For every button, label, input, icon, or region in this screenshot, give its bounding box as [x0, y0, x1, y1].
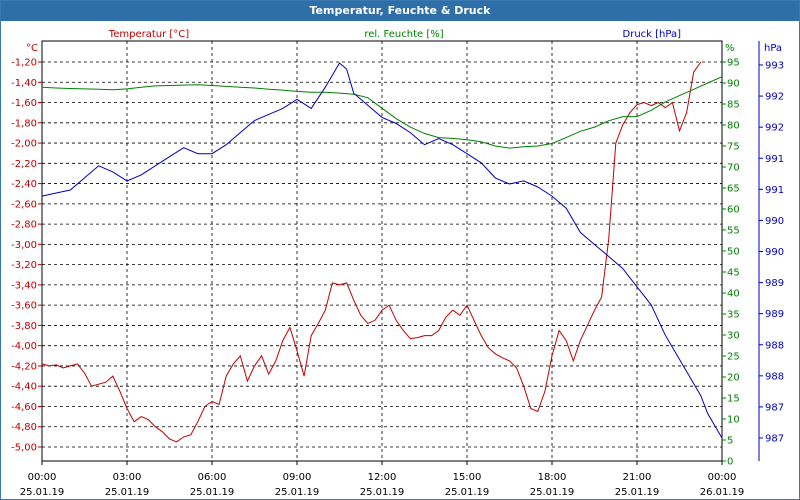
- humidity-tick-label: 15: [727, 394, 740, 405]
- x-tick-date: 25.01.19: [20, 487, 65, 498]
- humidity-tick-label: 90: [727, 79, 740, 90]
- left-tick-label: -2,20: [11, 159, 37, 170]
- x-tick-time: 21:00: [623, 472, 652, 483]
- right1-axis-unit: %: [725, 43, 735, 54]
- humidity-tick-label: 65: [727, 184, 740, 195]
- left-tick-label: -2,00: [11, 139, 37, 150]
- left-tick-label: -4,20: [11, 361, 37, 372]
- humidity-tick-label: 70: [727, 163, 740, 174]
- humidity-tick-label: 60: [727, 205, 740, 216]
- left-axis-ticks: -1,20 -1,40 -1,60 -1,80 -2,00 -2,20 -2,40 -2,60…: [11, 58, 42, 454]
- humidity-tick-label: 10: [727, 415, 740, 426]
- x-tick-date: 25.01.19: [190, 487, 235, 498]
- x-tick-date: 25.01.19: [105, 487, 150, 498]
- x-tick-date: 25.01.19: [445, 487, 490, 498]
- x-tick-date: 25.01.19: [530, 487, 575, 498]
- pressure-tick-label: 991: [765, 154, 784, 165]
- right2-axis-unit: hPa: [764, 43, 782, 54]
- humidity-tick-label: 95: [727, 58, 740, 69]
- left-tick-label: -2,60: [11, 199, 37, 210]
- left-tick-label: -1,40: [11, 78, 37, 89]
- left-tick-label: -1,60: [11, 98, 37, 109]
- pressure-tick-label: 991: [765, 185, 784, 196]
- humidity-tick-label: 5: [727, 436, 733, 447]
- x-tick-time: 00:00: [28, 472, 57, 483]
- humidity-tick-label: 40: [727, 289, 740, 300]
- temperature-line: [41, 61, 702, 443]
- pressure-tick-label: 987: [765, 434, 784, 445]
- humidity-tick-label: 35: [727, 310, 740, 321]
- window-title: Temperatur, Feuchte & Druck: [1, 1, 799, 21]
- pressure-legend: Druck [hPa]: [623, 29, 682, 40]
- humidity-tick-label: 0: [727, 457, 733, 468]
- left-tick-label: -3,00: [11, 240, 37, 251]
- left-tick-label: -3,80: [11, 321, 37, 332]
- left-tick-label: -3,20: [11, 260, 37, 271]
- x-axis-ticks: 00:00 25.01.19 03:00 25.01.19 06:00 25.01.19 0…: [20, 461, 745, 498]
- left-tick-label: -4,40: [11, 382, 37, 393]
- left-tick-label: -4,60: [11, 402, 37, 413]
- pressure-tick-label: 992: [765, 92, 784, 103]
- pressure-tick-label: 990: [765, 216, 784, 227]
- humidity-tick-label: 25: [727, 352, 740, 363]
- left-tick-label: -4,80: [11, 422, 37, 433]
- series-lines: [41, 61, 723, 443]
- x-tick-time: 03:00: [113, 472, 142, 483]
- pressure-tick-label: 992: [765, 123, 784, 134]
- chart-canvas: Temperatur [°C] rel. Feuchte [%] Druck […: [11, 29, 784, 498]
- humidity-tick-label: 80: [727, 121, 740, 132]
- humidity-tick-label: 20: [727, 373, 740, 384]
- left-axis-unit: °C: [26, 43, 38, 54]
- x-tick-time: 15:00: [453, 472, 482, 483]
- pressure-tick-label: 990: [765, 247, 784, 258]
- humidity-line: [41, 76, 723, 149]
- humidity-tick-label: 30: [727, 331, 740, 342]
- left-tick-label: -4,00: [11, 341, 37, 352]
- left-tick-label: -2,40: [11, 179, 37, 190]
- x-tick-time: 06:00: [198, 472, 227, 483]
- left-tick-label: -3,60: [11, 301, 37, 312]
- x-tick-date: 25.01.19: [615, 487, 660, 498]
- pressure-tick-label: 993: [765, 61, 784, 72]
- gridlines: [42, 41, 722, 461]
- x-tick-time: 12:00: [368, 472, 397, 483]
- temperature-legend: Temperatur [°C]: [108, 29, 189, 40]
- pressure-line: [41, 62, 723, 439]
- pressure-tick-label: 989: [765, 309, 784, 320]
- pressure-tick-label: 989: [765, 278, 784, 289]
- left-tick-label: -2,80: [11, 220, 37, 231]
- humidity-tick-label: 45: [727, 268, 740, 279]
- humidity-tick-label: 85: [727, 100, 740, 111]
- humidity-tick-label: 75: [727, 142, 740, 153]
- left-tick-label: -1,80: [11, 118, 37, 129]
- x-tick-time: 18:00: [538, 472, 567, 483]
- left-tick-label: -5,00: [11, 443, 37, 454]
- humidity-tick-label: 55: [727, 226, 740, 237]
- pressure-tick-label: 988: [765, 340, 784, 351]
- left-tick-label: -1,20: [11, 58, 37, 69]
- pressure-tick-label: 988: [765, 371, 784, 382]
- x-tick-time: 00:00: [708, 472, 737, 483]
- pressure-axis-ticks: 993 992 992 991 991 990 990 989 989 988 988 987 987: [758, 41, 784, 461]
- x-tick-date: 25.01.19: [275, 487, 320, 498]
- x-tick-date: 26.01.19: [700, 487, 745, 498]
- pressure-tick-label: 987: [765, 402, 784, 413]
- x-tick-date: 25.01.19: [360, 487, 405, 498]
- x-tick-time: 09:00: [283, 472, 312, 483]
- humidity-tick-label: 50: [727, 247, 740, 258]
- humidity-legend: rel. Feuchte [%]: [364, 29, 443, 40]
- left-tick-label: -3,40: [11, 280, 37, 291]
